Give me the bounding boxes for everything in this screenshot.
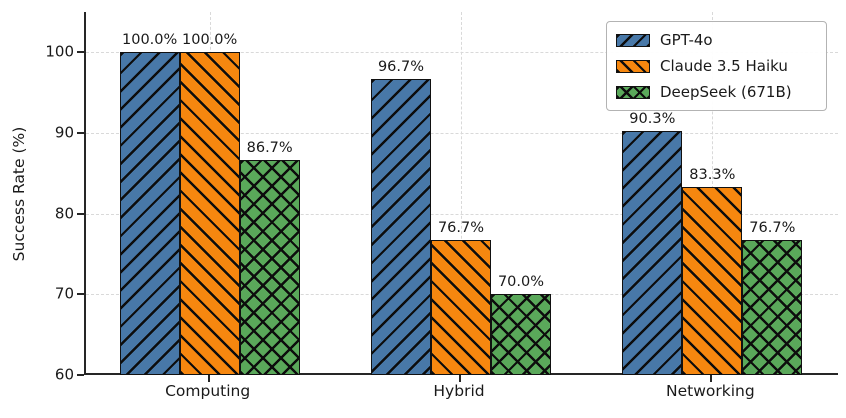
x-tick-label-computing: Computing [165, 382, 251, 400]
y-tick-mark [77, 51, 84, 54]
x-tick-label-hybrid: Hybrid [433, 382, 485, 400]
bar-value-label: 70.0% [497, 274, 545, 291]
y-tick-mark [77, 374, 84, 376]
bar-value-label: 96.7% [377, 58, 425, 75]
y-tick-label: 70 [54, 284, 74, 303]
bar-value-label: 100.0% [122, 32, 178, 49]
bar-value-label: 100.0% [182, 32, 238, 49]
x-tick-mark [207, 375, 210, 382]
y-tick-mark [77, 132, 84, 134]
legend-label: Claude 3.5 Haiku [660, 56, 788, 75]
plot-area: 100.0% 100.0% 86.7% 96.7% 76.7% 70.0% 90.3% 83.… [84, 12, 838, 375]
v-gridline [461, 12, 462, 373]
bar-claude-3-5-haiku-hybrid [431, 240, 491, 375]
bar-value-label: 76.7% [749, 220, 796, 237]
bar-value-label: 83.3% [689, 167, 736, 184]
bar-value-label: 90.3% [629, 110, 676, 127]
x-tick-mark [710, 375, 713, 382]
y-tick-label: 80 [54, 204, 74, 223]
legend-entry-gpt-4o: GPT-4o [616, 30, 816, 50]
bar-claude-3-5-haiku-computing [179, 52, 240, 375]
bar-gpt-4o-hybrid [371, 78, 431, 375]
h-gridline [86, 213, 838, 215]
legend-swatch-icon [616, 33, 650, 47]
y-tick-mark [77, 212, 84, 215]
legend-label: DeepSeek (671B) [660, 82, 792, 101]
y-tick-label: 60 [54, 365, 74, 384]
bar-value-label: 76.7% [437, 220, 485, 237]
h-gridline [86, 52, 838, 54]
legend-swatch-icon [616, 59, 650, 73]
legend-entry-claude-3-5-haiku: Claude 3.5 Haiku [616, 56, 816, 76]
bar-deepseek-671b--networking [742, 240, 803, 375]
bar-value-label: 86.7% [246, 139, 293, 156]
legend: GPT-4o Claude 3.5 Haiku DeepSeek (671B) [606, 21, 827, 111]
bar-gpt-4o-networking [622, 130, 683, 375]
y-tick-label: 90 [54, 123, 74, 142]
bar-deepseek-671b--hybrid [491, 294, 551, 375]
y-tick-mark [77, 293, 84, 296]
y-tick-label: 100 [45, 42, 74, 61]
legend-entry-deepseek-671b-: DeepSeek (671B) [616, 82, 816, 102]
bar-gpt-4o-computing [119, 52, 180, 375]
bar-claude-3-5-haiku-networking [682, 187, 743, 375]
x-tick-mark [459, 375, 461, 382]
legend-swatch-icon [616, 85, 650, 99]
h-gridline [86, 133, 838, 134]
bar-deepseek-671b--computing [239, 159, 300, 375]
legend-label: GPT-4o [660, 30, 713, 49]
x-tick-label-networking: Networking [665, 382, 755, 400]
